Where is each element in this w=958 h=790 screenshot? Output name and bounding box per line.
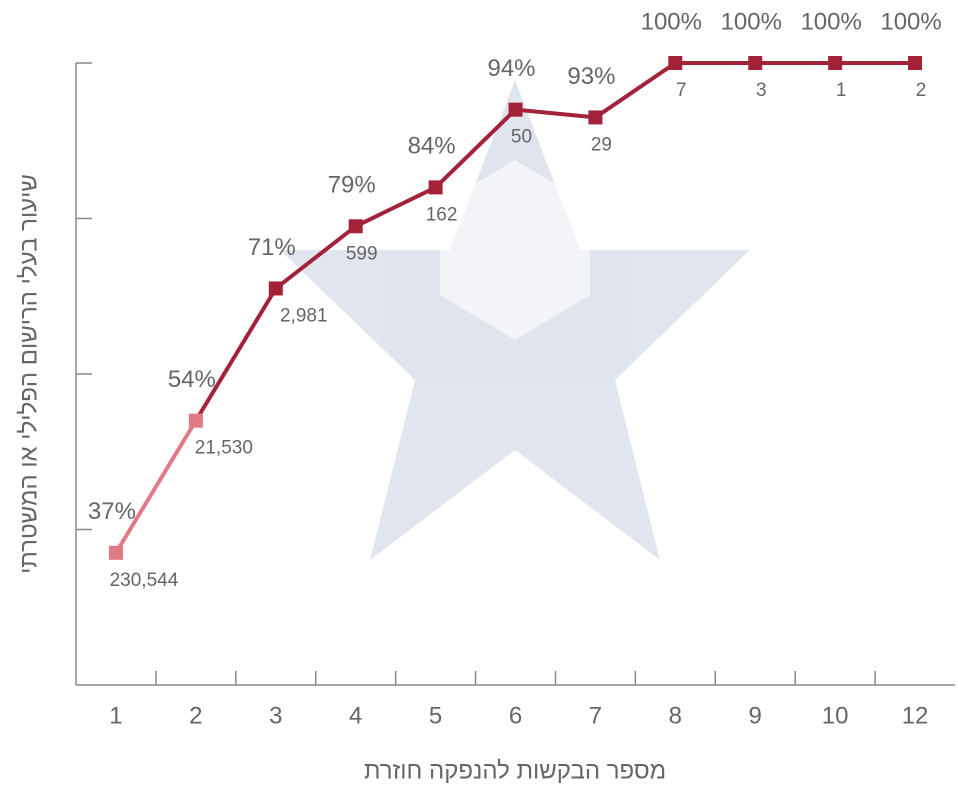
point: [588, 110, 603, 125]
value-label: 100%: [641, 8, 702, 35]
value-label: 37%: [88, 498, 136, 525]
line-segment: [354, 185, 437, 229]
value-label: 94%: [487, 55, 535, 82]
x-axis-label: מספר הבקשות להנפקה חוזרת: [364, 757, 666, 784]
point: [908, 56, 923, 70]
line-segment: [114, 419, 198, 554]
point: [668, 56, 683, 70]
value-label: 93%: [567, 63, 615, 90]
count-label: 50: [511, 127, 532, 148]
point: [428, 180, 443, 195]
x-tick-label: 2: [189, 702, 202, 729]
point: [108, 545, 123, 560]
count-label: 2: [916, 80, 927, 101]
value-label: 100%: [880, 8, 941, 35]
point: [508, 102, 523, 117]
x-tick-label: 9: [749, 702, 762, 729]
x-tick-label: 12: [902, 702, 929, 729]
point: [828, 56, 843, 70]
value-label: 100%: [800, 8, 861, 35]
point: [188, 413, 203, 428]
count-label: 29: [591, 134, 612, 155]
point: [748, 56, 763, 70]
point: [348, 219, 363, 234]
count-label: 7: [676, 80, 687, 101]
x-tick-label: 1: [109, 702, 122, 729]
count-label: 230,544: [110, 570, 179, 591]
count-label: 162: [426, 204, 458, 225]
line-segment: [274, 224, 357, 291]
x-tick-label: 5: [429, 702, 442, 729]
point: [268, 281, 283, 296]
value-label: 71%: [248, 234, 296, 261]
y-axis-label: שיעור בעלי הרישום הפלילי או המשטרתי: [15, 174, 42, 574]
x-tick-label: 10: [822, 702, 849, 729]
count-label: 1: [836, 80, 847, 101]
count-label: 599: [346, 243, 378, 264]
line-segment: [434, 108, 517, 189]
value-label: 100%: [721, 8, 782, 35]
count-label: 2,981: [280, 305, 328, 326]
x-tick-label: 4: [349, 702, 362, 729]
count-label: 3: [756, 80, 767, 101]
value-label: 54%: [168, 366, 216, 393]
count-label: 21,530: [195, 438, 253, 459]
x-tick-label: 8: [669, 702, 682, 729]
x-tick-label: 6: [509, 702, 522, 729]
line-segment: [594, 61, 677, 120]
watermark: [280, 80, 750, 560]
x-tick-label: 7: [589, 702, 602, 729]
value-label: 84%: [408, 133, 456, 160]
x-tick-label: 3: [269, 702, 282, 729]
line-segment: [194, 287, 278, 422]
value-label: 79%: [328, 172, 376, 199]
line-segment: [515, 107, 596, 120]
